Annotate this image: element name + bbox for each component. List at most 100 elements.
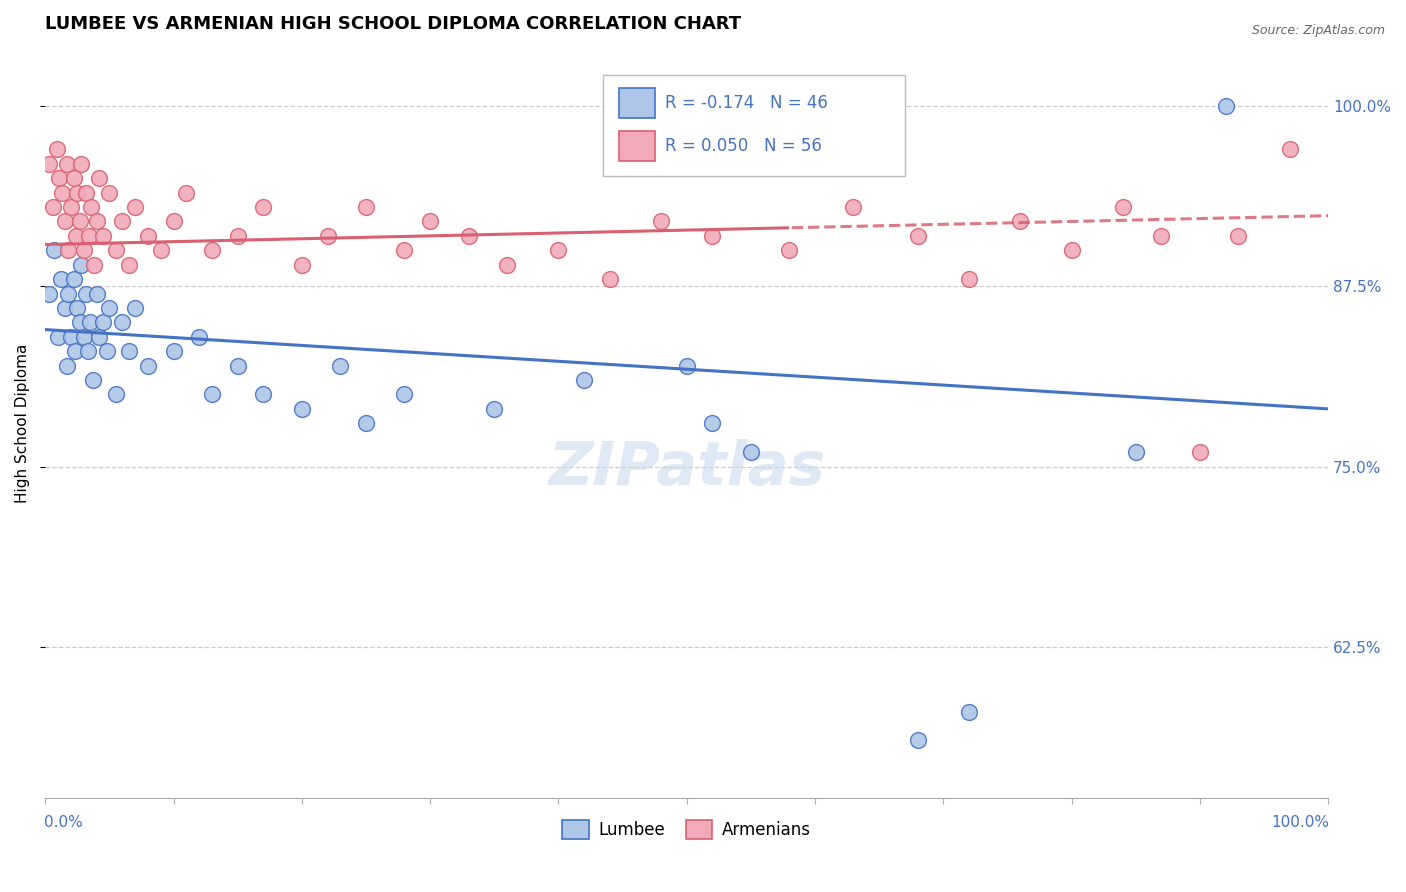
- Point: [1112, 200, 1135, 214]
- Point: [291, 401, 314, 416]
- Point: [252, 387, 274, 401]
- Point: [53, 214, 76, 228]
- Point: [46, 330, 69, 344]
- Point: [104, 244, 127, 258]
- Point: [136, 228, 159, 243]
- Point: [59, 330, 82, 344]
- Point: [98, 301, 121, 315]
- Point: [957, 272, 980, 286]
- Point: [572, 373, 595, 387]
- Point: [75, 186, 97, 200]
- Text: LUMBEE VS ARMENIAN HIGH SCHOOL DIPLOMA CORRELATION CHART: LUMBEE VS ARMENIAN HIGH SCHOOL DIPLOMA C…: [45, 15, 741, 33]
- Point: [77, 228, 100, 243]
- Point: [65, 228, 87, 243]
- Point: [80, 200, 103, 214]
- Point: [73, 330, 96, 344]
- Point: [291, 258, 314, 272]
- FancyBboxPatch shape: [603, 75, 905, 176]
- Point: [650, 214, 672, 228]
- Point: [96, 344, 118, 359]
- Text: ZIPatlas: ZIPatlas: [548, 439, 825, 498]
- Point: [702, 228, 724, 243]
- Y-axis label: High School Diploma: High School Diploma: [15, 343, 30, 503]
- Point: [62, 272, 84, 286]
- FancyBboxPatch shape: [619, 131, 655, 161]
- Point: [1227, 228, 1250, 243]
- Point: [1215, 99, 1237, 113]
- Point: [176, 186, 198, 200]
- Point: [149, 244, 172, 258]
- Point: [1125, 445, 1147, 459]
- Point: [329, 359, 352, 373]
- Point: [226, 228, 249, 243]
- Point: [82, 373, 104, 387]
- Point: [42, 200, 65, 214]
- Point: [70, 258, 93, 272]
- Point: [316, 228, 339, 243]
- Point: [75, 286, 97, 301]
- Text: 0.0%: 0.0%: [44, 815, 83, 830]
- Point: [58, 286, 80, 301]
- Point: [91, 228, 114, 243]
- Point: [98, 186, 121, 200]
- Point: [70, 157, 93, 171]
- Text: R = -0.174   N = 46: R = -0.174 N = 46: [665, 95, 828, 112]
- Point: [957, 705, 980, 719]
- Point: [188, 330, 211, 344]
- Point: [1060, 244, 1083, 258]
- Point: [53, 301, 76, 315]
- Point: [48, 171, 70, 186]
- Point: [1278, 142, 1301, 156]
- Point: [124, 200, 146, 214]
- Point: [59, 200, 82, 214]
- Point: [45, 142, 67, 156]
- Point: [56, 359, 79, 373]
- Point: [44, 244, 66, 258]
- Point: [162, 214, 184, 228]
- Point: [38, 157, 60, 171]
- FancyBboxPatch shape: [619, 88, 655, 118]
- Point: [136, 359, 159, 373]
- Point: [89, 171, 111, 186]
- Point: [91, 315, 114, 329]
- Point: [354, 417, 377, 431]
- Point: [83, 258, 105, 272]
- Point: [201, 244, 224, 258]
- Point: [62, 171, 84, 186]
- Point: [675, 359, 697, 373]
- Point: [394, 387, 416, 401]
- Point: [1150, 228, 1173, 243]
- Point: [702, 417, 724, 431]
- Point: [111, 315, 134, 329]
- Point: [226, 359, 249, 373]
- Text: Source: ZipAtlas.com: Source: ZipAtlas.com: [1251, 24, 1385, 37]
- Point: [89, 330, 111, 344]
- Point: [252, 200, 274, 214]
- Legend: Lumbee, Armenians: Lumbee, Armenians: [555, 814, 818, 846]
- Point: [740, 445, 762, 459]
- Point: [73, 244, 96, 258]
- Point: [778, 244, 800, 258]
- Point: [51, 186, 73, 200]
- Point: [124, 301, 146, 315]
- Point: [86, 214, 108, 228]
- Point: [1188, 445, 1211, 459]
- Point: [907, 733, 929, 747]
- Point: [907, 228, 929, 243]
- Point: [69, 315, 91, 329]
- Text: 100.0%: 100.0%: [1271, 815, 1330, 830]
- Point: [76, 344, 98, 359]
- Point: [49, 272, 72, 286]
- Point: [201, 387, 224, 401]
- Point: [496, 258, 519, 272]
- Point: [1010, 214, 1032, 228]
- Point: [58, 244, 80, 258]
- Point: [394, 244, 416, 258]
- Point: [457, 228, 479, 243]
- Point: [118, 344, 141, 359]
- Point: [354, 200, 377, 214]
- Point: [842, 200, 865, 214]
- Point: [111, 214, 134, 228]
- Point: [69, 214, 91, 228]
- Point: [66, 301, 89, 315]
